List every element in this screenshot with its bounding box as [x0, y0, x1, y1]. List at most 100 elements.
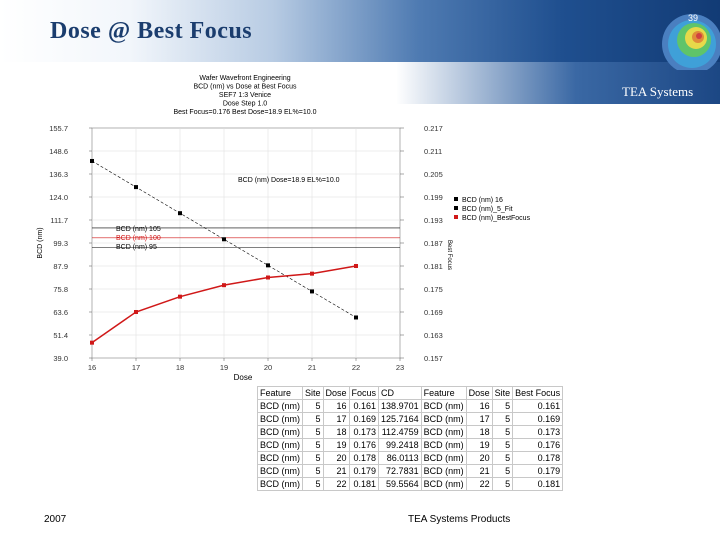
y2-tick-label: 0.199 [424, 193, 443, 202]
y2-tick-label: 0.181 [424, 262, 443, 271]
y2-tick-label: 0.163 [424, 331, 443, 340]
table-cell: 125.7164 [378, 412, 422, 426]
table-cell: 0.173 [348, 425, 380, 439]
table-cell: BCD (nm) [420, 438, 467, 452]
table-cell: 20 [322, 451, 350, 465]
table-cell: 5 [302, 399, 324, 413]
table-cell: 138.9701 [378, 399, 422, 413]
table-cell: 0.178 [512, 451, 564, 465]
table-cell: 5 [302, 412, 324, 426]
data-point [90, 340, 94, 345]
table-cell: 0.179 [348, 464, 380, 478]
table-cell: BCD (nm) [257, 451, 303, 465]
table-row: BCD (nm) 5 17 0.169 125.7164 BCD (nm) 17 5 0.169 [257, 412, 564, 426]
y2-tick-label: 0.211 [424, 147, 442, 156]
table-header-cell: Site [302, 386, 324, 400]
slide-title: Dose @ Best Focus [50, 18, 253, 44]
x-tick-label: 20 [264, 363, 272, 372]
x-tick-label: 22 [352, 363, 360, 372]
table-header-cell: Dose [465, 386, 493, 400]
brand-name: TEA Systems [622, 84, 694, 99]
chart-title-line: Best Focus=0.176 Best Dose=18.9 EL%=10.0 [173, 109, 316, 116]
series-line [91, 265, 357, 344]
data-point [90, 158, 94, 163]
legend-marker [454, 197, 458, 201]
legend-marker [454, 215, 458, 219]
data-point [354, 315, 358, 320]
table-cell: BCD (nm) [257, 477, 303, 491]
legend-label: BCD (nm)_5_Fit [462, 206, 513, 213]
x-tick-label: 18 [176, 363, 184, 372]
data-point [310, 289, 314, 294]
table-cell: 0.176 [348, 438, 380, 452]
chart-legend: BCD (nm) 16 BCD (nm)_5_Fit BCD (nm)_BestFo… [454, 197, 531, 222]
y-tick-label: 87.9 [53, 262, 68, 271]
table-cell: 16 [322, 399, 350, 413]
table-cell: 17 [322, 412, 350, 426]
table-cell: BCD (nm) [420, 464, 467, 478]
table-row: BCD (nm) 5 20 0.178 86.0113 BCD (nm) 20 5 0.178 [257, 451, 564, 465]
y2-tick-label: 0.187 [424, 239, 443, 248]
reference-line-label: BCD (nm) 95 [116, 244, 157, 251]
table-row: BCD (nm) 5 16 0.161 138.9701 BCD (nm) 16 5 0.161 [257, 399, 564, 413]
table-cell: 0.169 [512, 412, 564, 426]
table-cell: 5 [491, 399, 514, 413]
table-cell: 0.161 [348, 399, 380, 413]
y-tick-label: 155.7 [49, 124, 68, 133]
table-cell: 21 [465, 464, 493, 478]
table-cell: 19 [465, 438, 493, 452]
table-cell: 5 [491, 477, 514, 491]
footer-year: 2007 [44, 514, 67, 525]
table-cell: 22 [322, 477, 350, 491]
focus-dose-table: Feature Site Dose Focus CD Feature Dose Site Bes… [257, 386, 564, 491]
table-row: BCD (nm) 5 19 0.176 99.2418 BCD (nm) 19 5 0.176 [257, 438, 564, 452]
table-cell: 0.173 [512, 425, 564, 439]
table-header-cell: Focus [348, 386, 380, 400]
y-tick-label: 111.7 [50, 216, 68, 225]
y-tick-label: 99.3 [53, 239, 68, 248]
table-cell: 16 [465, 399, 493, 413]
table-header-row: Feature Site Dose Focus CD Feature Dose Site Bes… [257, 386, 564, 400]
table-cell: 99.2418 [378, 438, 422, 452]
x-axis-label: Dose [234, 373, 253, 382]
table-cell: 17 [465, 412, 493, 426]
y2-tick-label: 0.205 [424, 170, 443, 179]
table-cell: BCD (nm) [420, 425, 467, 439]
y2-tick-label: 0.217 [424, 124, 443, 133]
table-cell: 0.179 [512, 464, 564, 478]
x-tick-label: 19 [220, 363, 228, 372]
y-tick-label: 39.0 [53, 354, 68, 363]
y-tick-label: 124.0 [49, 193, 68, 202]
y-axis-label: BCD (nm) [37, 227, 44, 258]
header-band [0, 62, 720, 104]
table-cell: 5 [302, 477, 324, 491]
table-header-cell: Feature [257, 386, 303, 400]
data-point [134, 310, 138, 314]
table-cell: BCD (nm) [257, 464, 303, 478]
legend-marker [454, 206, 458, 210]
table-cell: BCD (nm) [420, 451, 467, 465]
table-cell: 0.181 [348, 477, 380, 491]
table-cell: 5 [302, 451, 324, 465]
data-point [266, 275, 270, 280]
chart-annotation: BCD (nm) Dose=18.9 EL%=10.0 [238, 177, 340, 184]
table-cell: 22 [465, 477, 493, 491]
table-cell: 18 [322, 425, 350, 439]
y-tick-label: 51.4 [53, 331, 68, 340]
table-header-cell: Feature [420, 386, 467, 400]
x-tick-label: 17 [132, 363, 140, 372]
table-cell: 0.176 [512, 438, 564, 452]
table-cell: BCD (nm) [420, 412, 467, 426]
table-cell: 5 [491, 451, 514, 465]
y-tick-label: 148.6 [49, 147, 68, 156]
table-cell: 20 [465, 451, 493, 465]
table-row: BCD (nm) 5 21 0.179 72.7831 BCD (nm) 21 5 0.179 [257, 464, 564, 478]
table-cell: BCD (nm) [257, 412, 303, 426]
data-point [310, 271, 314, 276]
legend-label: BCD (nm) 16 [462, 197, 503, 204]
table-cell: 5 [491, 425, 514, 439]
data-point [178, 211, 182, 216]
table-cell: 5 [302, 438, 324, 452]
table-cell: 5 [302, 425, 324, 439]
data-point [354, 264, 358, 268]
